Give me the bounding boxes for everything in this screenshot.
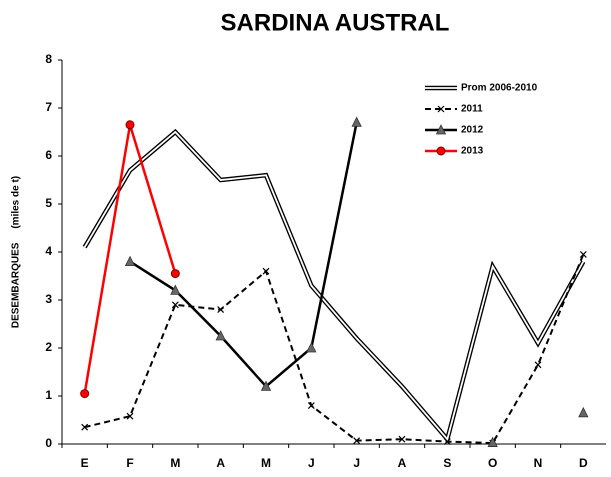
marker: [307, 402, 315, 410]
marker: [578, 406, 589, 418]
x-tick-label: A: [398, 456, 407, 470]
y-tick-label: 7: [45, 100, 52, 114]
marker: [171, 301, 179, 309]
marker: [351, 116, 362, 127]
marker: [215, 330, 226, 341]
x-tick-label: E: [81, 456, 89, 470]
y-tick-label: 3: [45, 292, 52, 306]
legend-label: 2013: [461, 146, 484, 157]
marker: [217, 306, 225, 314]
y-tick-label: 5: [45, 196, 52, 210]
marker: [435, 124, 447, 135]
marker: [81, 423, 89, 431]
y-tick-label: 2: [45, 340, 52, 354]
marker: [487, 436, 498, 447]
marker: [170, 284, 181, 295]
x-tick-label: J: [308, 456, 315, 470]
marker: [125, 120, 135, 130]
y-tick-label: 1: [45, 388, 52, 402]
y-tick-label: 4: [45, 244, 52, 258]
marker: [262, 267, 270, 275]
marker: [398, 435, 406, 443]
marker: [306, 342, 317, 353]
x-tick-label: S: [443, 456, 451, 470]
x-tick-label: F: [126, 456, 133, 470]
x-tick-label: N: [534, 456, 543, 470]
x-tick-label: D: [579, 456, 588, 470]
marker: [124, 255, 136, 266]
marker: [126, 412, 134, 420]
y-tick-label: 0: [45, 436, 52, 450]
marker: [436, 146, 446, 156]
marker: [170, 269, 180, 279]
line-series: [84, 254, 585, 445]
x-tick-label: A: [216, 456, 225, 470]
marker: [353, 437, 361, 445]
x-tick-label: M: [170, 456, 180, 470]
marker: [260, 380, 272, 391]
x-tick-label: J: [353, 456, 360, 470]
marker: [80, 389, 90, 399]
line-series-inner: [83, 130, 585, 442]
marker: [443, 438, 451, 446]
marker: [437, 105, 445, 113]
chart-title: SARDINA AUSTRAL: [221, 9, 450, 36]
y-tick-label: 6: [45, 148, 52, 162]
x-tick-label: M: [261, 456, 271, 470]
legend-label: Prom 2006-2010: [461, 83, 538, 94]
x-tick-label: O: [488, 456, 497, 470]
y-tick-label: 8: [45, 52, 52, 66]
marker: [579, 250, 587, 258]
marker: [534, 361, 542, 369]
legend-label: 2012: [461, 125, 484, 136]
y-axis-label: DESEMBARQUES (miles de t): [11, 176, 22, 328]
legend-label: 2011: [461, 104, 483, 115]
